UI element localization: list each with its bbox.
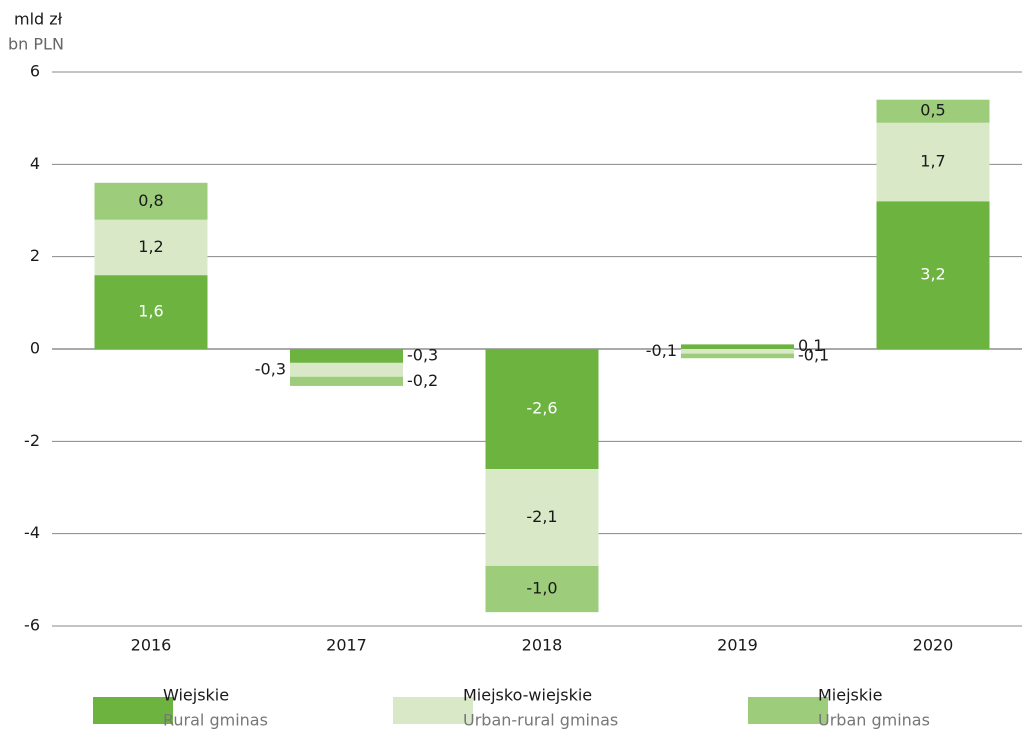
data-label: -0,1 xyxy=(798,345,829,364)
data-label: 1,7 xyxy=(920,152,945,171)
data-label: -0,2 xyxy=(407,371,438,390)
legend-swatch xyxy=(748,697,828,724)
bar-segment xyxy=(94,219,208,276)
data-label: 1,2 xyxy=(138,237,163,256)
data-label: -2,6 xyxy=(526,399,557,418)
legend-label-en: Urban-rural gminas xyxy=(463,711,618,730)
legend-label: Miejskie xyxy=(818,686,882,705)
bar-segment xyxy=(876,201,990,349)
bar-segment xyxy=(876,99,990,123)
legend-label: Wiejskie xyxy=(163,686,229,705)
x-tick-label: 2019 xyxy=(717,636,758,655)
bar-segment xyxy=(681,344,794,349)
y-axis-label: mld zł xyxy=(14,10,63,29)
bar-segment xyxy=(485,565,599,613)
bar-segment xyxy=(290,362,403,377)
bar-segment xyxy=(876,122,990,202)
bar-segment xyxy=(94,275,208,349)
y-tick-label: 2 xyxy=(30,246,40,265)
data-label: -1,0 xyxy=(526,579,557,598)
bar-segment xyxy=(681,349,794,354)
y-tick-label: 0 xyxy=(30,339,40,358)
bar-segment xyxy=(485,469,599,566)
legend-swatch xyxy=(393,697,473,724)
legend-label-en: Urban gminas xyxy=(818,711,930,730)
data-label: 1,6 xyxy=(138,302,163,321)
y-tick-label: -6 xyxy=(24,616,40,635)
x-tick-label: 2017 xyxy=(326,636,367,655)
legend-swatch xyxy=(93,697,173,724)
data-label: -0,1 xyxy=(646,341,677,360)
y-tick-label: -2 xyxy=(24,431,40,450)
x-tick-label: 2020 xyxy=(913,636,954,655)
data-label: 0,5 xyxy=(920,101,945,120)
y-tick-label: 4 xyxy=(30,154,40,173)
x-tick-label: 2018 xyxy=(522,636,563,655)
bar-segment xyxy=(290,376,403,386)
data-label: -0,3 xyxy=(407,345,438,364)
bar-segment xyxy=(290,349,403,363)
data-label: -2,1 xyxy=(526,507,557,526)
bar-segment xyxy=(681,353,794,359)
bar-segment xyxy=(485,349,599,470)
y-axis-label-en: bn PLN xyxy=(8,35,64,54)
bar-segment xyxy=(94,182,208,220)
x-tick-label: 2016 xyxy=(131,636,172,655)
data-label: -0,3 xyxy=(255,359,286,378)
legend-label: Miejsko-wiejskie xyxy=(463,686,592,705)
data-label: 0,8 xyxy=(138,191,163,210)
data-label: 0,1 xyxy=(798,336,823,355)
y-tick-label: -4 xyxy=(24,523,40,542)
data-label: 3,2 xyxy=(920,265,945,284)
y-tick-label: 6 xyxy=(30,62,40,81)
legend-label-en: Rural gminas xyxy=(163,711,268,730)
